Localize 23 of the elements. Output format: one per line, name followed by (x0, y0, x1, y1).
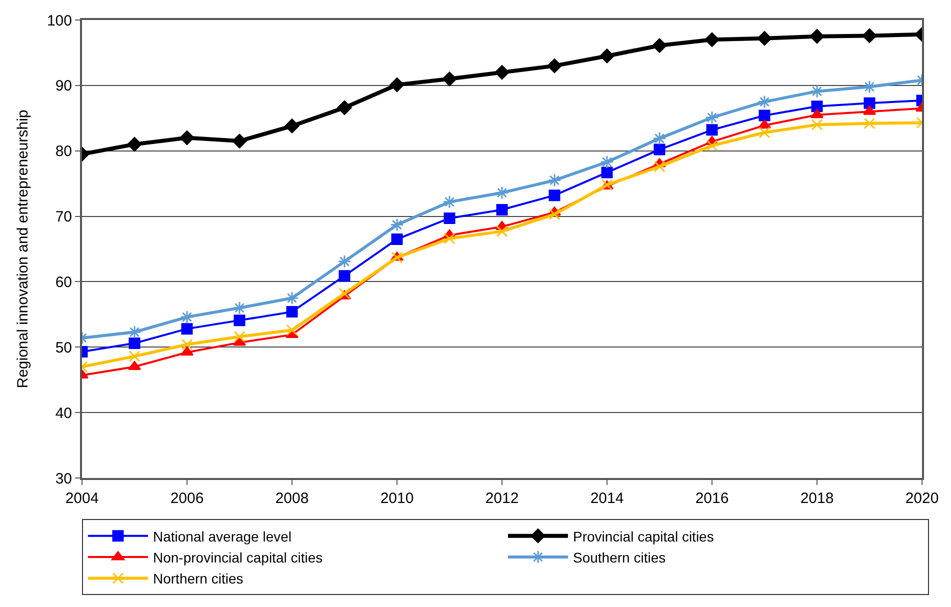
y-tick-label: 90 (55, 78, 72, 95)
x-tick-label: 2020 (905, 490, 939, 507)
legend-label: National average level (153, 528, 292, 544)
x-tick-label: 2012 (485, 490, 519, 507)
y-tick-label: 70 (55, 208, 72, 226)
x-tick-label: 2014 (590, 490, 624, 507)
y-tick-label: 100 (46, 12, 72, 30)
x-tick-label: 2018 (800, 490, 834, 507)
y-tick-label: 30 (55, 470, 72, 488)
y-tick-label: 60 (55, 274, 72, 291)
legend-label: Northern cities (153, 570, 244, 587)
y-axis-title: Regional innovation and entrepreneurship (14, 110, 32, 388)
legend-label: Provincial capital cities (573, 528, 714, 544)
legend-label: Non-provincial capital cities (153, 549, 323, 566)
y-tick-label: 40 (55, 404, 72, 422)
x-tick-label: 2006 (170, 490, 204, 507)
x-tick-label: 2016 (695, 490, 729, 507)
y-tick-label: 80 (55, 143, 72, 160)
legend-label: Southern cities (573, 549, 666, 566)
x-tick-label: 2008 (275, 490, 309, 507)
x-tick-label: 2010 (380, 490, 414, 507)
y-tick-label: 50 (55, 339, 72, 356)
x-tick-label: 2004 (65, 490, 99, 507)
